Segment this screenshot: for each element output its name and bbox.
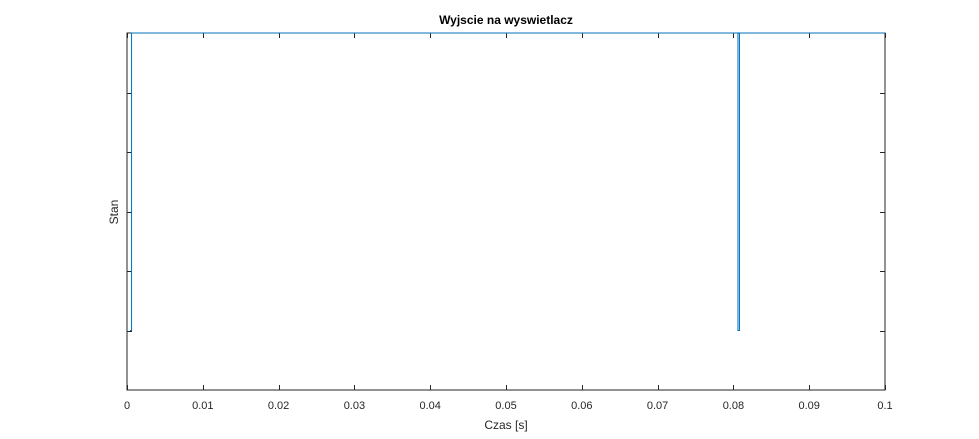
- x-tick-label: 0: [124, 400, 130, 412]
- axes-box: [126, 32, 886, 391]
- series-layer: [130, 32, 885, 331]
- y-axis-ticks: [127, 93, 885, 332]
- x-tick-label: 0.09: [798, 400, 819, 412]
- x-tick-label: 0.07: [647, 400, 668, 412]
- x-tick-label: 0.05: [495, 400, 516, 412]
- x-axis-label: Czas [s]: [484, 418, 527, 432]
- series-line: [130, 32, 885, 331]
- x-axis-ticks: [127, 33, 886, 390]
- y-axis-label: Stan: [107, 200, 121, 225]
- x-axis-tick-labels: 0 0.01 0.02 0.03 0.04 0.05 0.06 0.07 0.08 0.09 0.1: [124, 400, 893, 412]
- x-tick-label: 0.06: [571, 400, 592, 412]
- x-tick-label: 0.04: [419, 400, 440, 412]
- x-tick-label: 0.02: [268, 400, 289, 412]
- x-tick-label: 0.03: [344, 400, 365, 412]
- x-tick-label: 0.1: [877, 400, 892, 412]
- chart-title: Wyjscie na wyswietlacz: [439, 13, 573, 27]
- x-tick-label: 0.08: [723, 400, 744, 412]
- x-tick-label: 0.01: [192, 400, 213, 412]
- plot-area: [126, 32, 886, 391]
